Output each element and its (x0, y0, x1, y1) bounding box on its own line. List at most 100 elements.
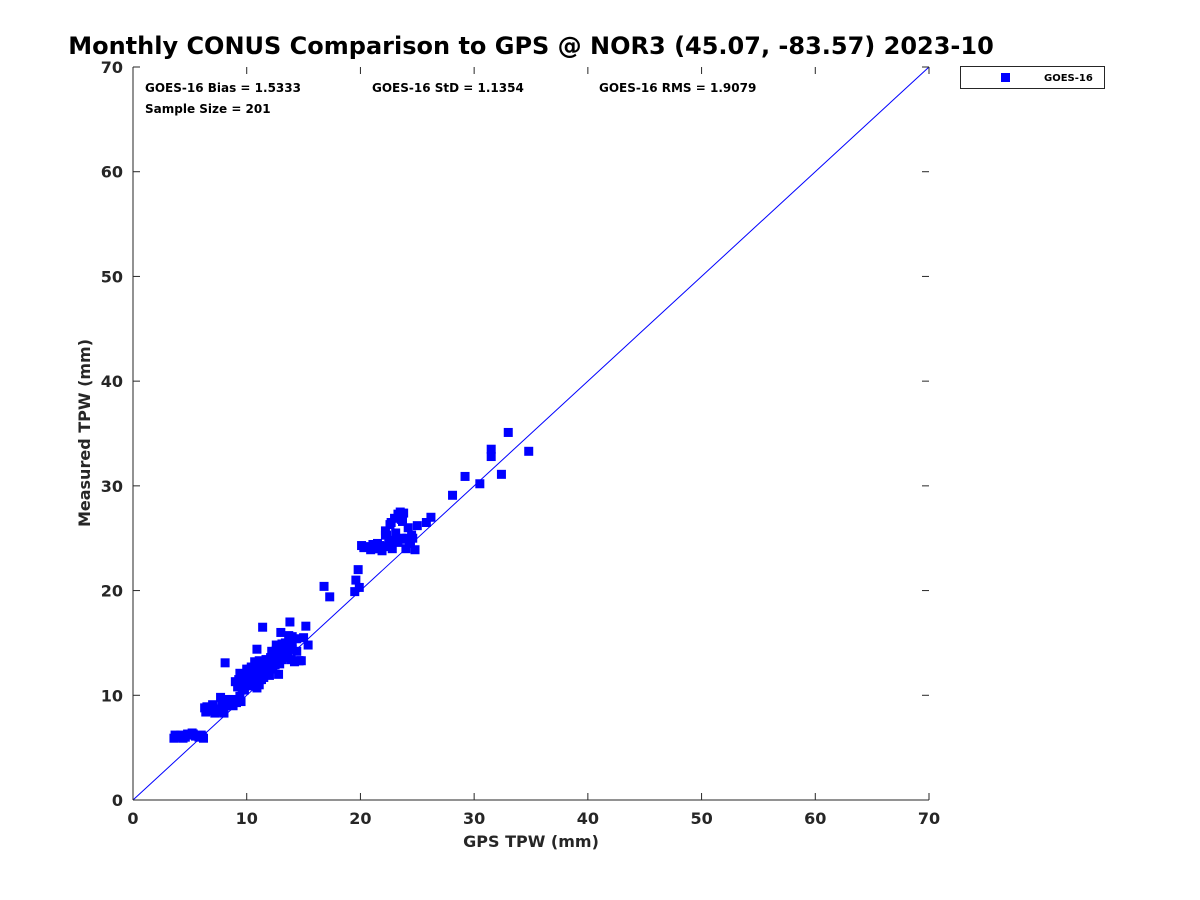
y-tick-label: 50 (101, 267, 123, 286)
legend-marker-square-icon (1001, 73, 1010, 82)
x-tick-label: 70 (918, 809, 940, 828)
data-point (170, 730, 180, 740)
data-points-layer (169, 427, 534, 743)
data-point (325, 592, 335, 602)
data-point (391, 528, 401, 538)
data-point (301, 621, 311, 631)
data-point (350, 587, 360, 597)
stats-annotations: GOES-16 Bias = 1.5333 GOES-16 StD = 1.13… (145, 81, 756, 116)
data-point (388, 535, 398, 545)
data-point (292, 634, 302, 644)
data-point (246, 674, 256, 684)
data-point (279, 648, 289, 658)
data-point (496, 469, 506, 479)
legend-box (960, 66, 1105, 89)
data-point (277, 655, 287, 665)
x-tick-label: 20 (349, 809, 371, 828)
data-point (212, 707, 222, 717)
data-point (299, 633, 309, 643)
data-point (274, 669, 284, 679)
x-tick-label: 50 (690, 809, 712, 828)
data-point (219, 708, 229, 718)
data-point (292, 646, 302, 656)
data-point (380, 530, 390, 540)
y-tick-label: 10 (101, 686, 123, 705)
data-point (252, 644, 262, 654)
y-tick-label: 20 (101, 582, 123, 601)
data-point (285, 617, 295, 627)
data-point (448, 490, 458, 500)
data-point (486, 452, 496, 462)
data-point (178, 733, 188, 743)
data-point (228, 701, 238, 711)
data-point (197, 731, 207, 741)
data-point (217, 699, 227, 709)
y-tick-label: 40 (101, 372, 123, 391)
y-tick-label: 60 (101, 163, 123, 182)
sample-size-stat: Sample Size = 201 (145, 102, 271, 116)
data-point (524, 446, 534, 456)
data-point (401, 544, 411, 554)
data-point (294, 656, 304, 666)
chart-title: Monthly CONUS Comparison to GPS @ NOR3 (… (68, 32, 994, 60)
data-point (408, 533, 418, 543)
data-point (287, 640, 297, 650)
std-stat: GOES-16 StD = 1.1354 (372, 81, 524, 95)
data-point (258, 622, 268, 632)
data-point (216, 692, 226, 702)
data-point (235, 668, 245, 678)
data-point (503, 427, 513, 437)
data-point (353, 565, 363, 575)
x-tick-label: 10 (236, 809, 258, 828)
data-point (354, 582, 364, 592)
axes (132, 67, 929, 801)
data-point (410, 545, 420, 555)
data-point (241, 670, 251, 680)
y-tick-label: 0 (112, 791, 123, 810)
y-tick-label: 70 (101, 58, 123, 77)
data-point (235, 691, 245, 701)
y-tick-label: 30 (101, 477, 123, 496)
data-point (372, 544, 382, 554)
data-point (405, 538, 415, 548)
x-tick-label: 30 (463, 809, 485, 828)
x-tick-label: 60 (804, 809, 826, 828)
data-point (393, 509, 403, 519)
data-point (188, 729, 198, 739)
data-point (276, 627, 286, 637)
data-point (266, 664, 276, 674)
data-point (224, 694, 234, 704)
data-point (261, 655, 271, 665)
data-point (236, 697, 246, 707)
data-point (396, 514, 406, 524)
data-point (384, 536, 394, 546)
data-point (475, 479, 485, 489)
x-ticks: 0 10 20 30 40 50 60 70 (127, 67, 940, 828)
x-tick-label: 0 (127, 809, 138, 828)
data-point (385, 520, 395, 530)
data-point (253, 678, 263, 688)
data-point (271, 649, 281, 659)
data-point (284, 631, 294, 641)
data-point (387, 544, 397, 554)
y-axis-label: Measured TPW (mm) (75, 339, 94, 527)
legend: GOES-16 (960, 66, 1105, 89)
data-point (366, 545, 376, 555)
data-point (208, 700, 218, 710)
data-point (233, 682, 243, 692)
rms-stat: GOES-16 RMS = 1.9079 (599, 81, 756, 95)
data-point (220, 658, 230, 668)
data-point (237, 684, 247, 694)
data-point (271, 640, 281, 650)
data-point (289, 657, 299, 667)
data-point (256, 661, 266, 671)
data-point (421, 518, 431, 528)
data-point (351, 575, 361, 585)
x-tick-label: 40 (577, 809, 599, 828)
data-point (205, 706, 215, 716)
data-point (254, 656, 264, 666)
x-axis-label: GPS TPW (mm) (463, 832, 599, 851)
data-point (378, 542, 388, 552)
y-ticks: 0 10 20 30 40 50 60 70 (101, 58, 929, 810)
